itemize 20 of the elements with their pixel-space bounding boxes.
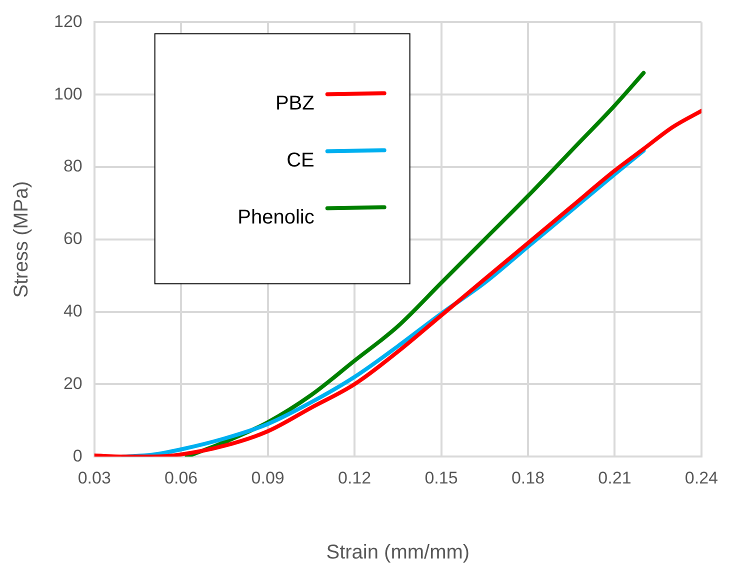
x-tick-label: 0.15 — [424, 468, 458, 488]
y-tick-label: 120 — [54, 12, 82, 31]
y-tick-label: 60 — [63, 229, 82, 248]
x-tick-label: 0.06 — [164, 468, 198, 488]
legend-label: Phenolic — [238, 206, 314, 229]
x-tick-label: 0.18 — [511, 468, 545, 488]
x-tick-label: 0.03 — [78, 468, 111, 488]
legend-label: PBZ — [275, 92, 314, 115]
y-tick-label: 40 — [63, 301, 82, 320]
y-axis-title: Stress (MPa) — [10, 181, 33, 298]
legend-label: CE — [286, 150, 314, 172]
x-axis-title: Strain (mm/mm) — [326, 542, 470, 564]
x-tick-label: 0.24 — [684, 468, 718, 488]
x-tick-label: 0.21 — [598, 468, 632, 488]
y-tick-label: 20 — [63, 374, 82, 393]
y-tick-label: 80 — [63, 156, 82, 176]
y-tick-label: 100 — [54, 84, 82, 104]
x-tick-label: 0.12 — [338, 468, 372, 488]
y-tick-label: 0 — [72, 446, 82, 466]
x-tick-label: 0.09 — [251, 468, 284, 488]
